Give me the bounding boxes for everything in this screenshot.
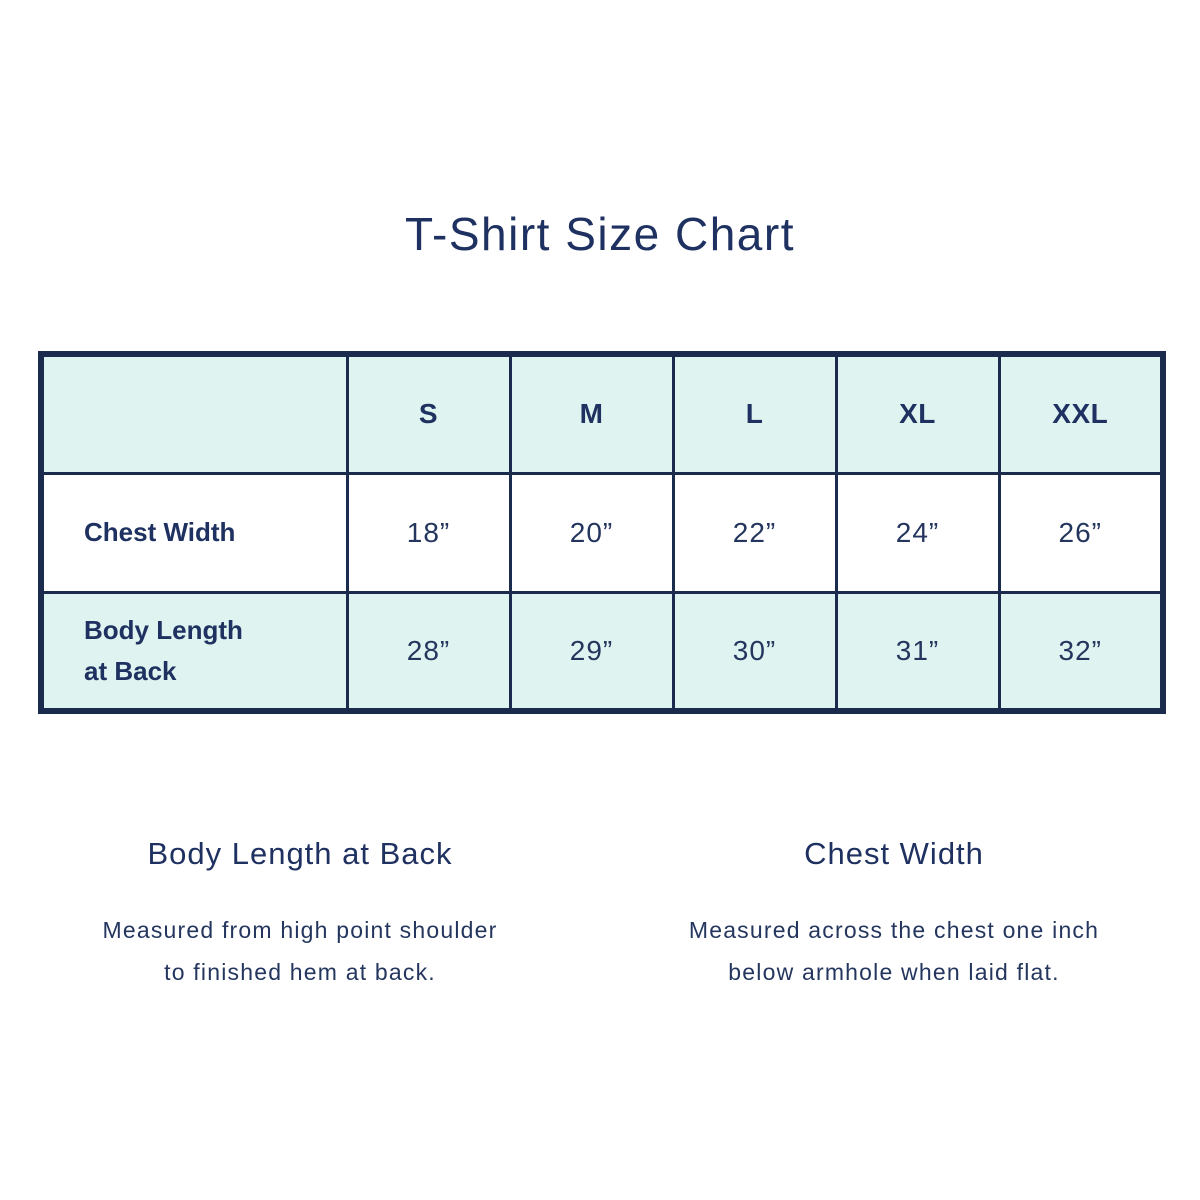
cell-body-length-l: 30”: [671, 590, 838, 713]
page-title: T-Shirt Size Chart: [405, 208, 795, 260]
footnote-chest-width-heading: Chest Width: [804, 836, 984, 871]
cell-body-length-xl: 31”: [834, 590, 1001, 713]
column-header-m: M: [508, 352, 675, 475]
footnote-chest-width: Chest Width Measured across the chest on…: [634, 836, 1154, 993]
footnote-body-length-text: Measured from high point shoulder to fin…: [102, 917, 498, 985]
size-chart-table-container: S M L XL XXL Chest Width 18” 20” 22” 24”…: [38, 351, 1166, 714]
footnote-body-length: Body Length at Back Measured from high p…: [40, 836, 560, 993]
row-label-text: Body Length at Back: [84, 614, 243, 686]
cell-chest-width-xl: 24”: [834, 471, 1001, 594]
column-header-s: S: [345, 352, 512, 475]
row-label-body-length: Body Length at Back: [39, 590, 349, 713]
row-label-chest-width: Chest Width: [39, 471, 349, 594]
row-label-text: Chest Width: [84, 517, 236, 547]
column-header-l: L: [671, 352, 838, 475]
table-row-chest-width: Chest Width 18” 20” 22” 24” 26”: [39, 471, 1165, 594]
size-chart-table: S M L XL XXL Chest Width 18” 20” 22” 24”…: [38, 351, 1166, 714]
footnote-body-length-heading: Body Length at Back: [147, 836, 453, 871]
cell-chest-width-s: 18”: [345, 471, 512, 594]
column-header-xxl: XXL: [997, 352, 1165, 475]
cell-chest-width-m: 20”: [508, 471, 675, 594]
table-row-body-length: Body Length at Back 28” 29” 30” 31” 32”: [39, 590, 1165, 713]
footnote-chest-width-text: Measured across the chest one inch below…: [688, 917, 1100, 985]
column-header-xl: XL: [834, 352, 1001, 475]
cell-body-length-m: 29”: [508, 590, 675, 713]
cell-chest-width-l: 22”: [671, 471, 838, 594]
table-corner-cell: [39, 352, 349, 475]
cell-body-length-xxl: 32”: [997, 590, 1165, 713]
cell-body-length-s: 28”: [345, 590, 512, 713]
cell-chest-width-xxl: 26”: [997, 471, 1165, 594]
table-header-row: S M L XL XXL: [39, 352, 1165, 475]
